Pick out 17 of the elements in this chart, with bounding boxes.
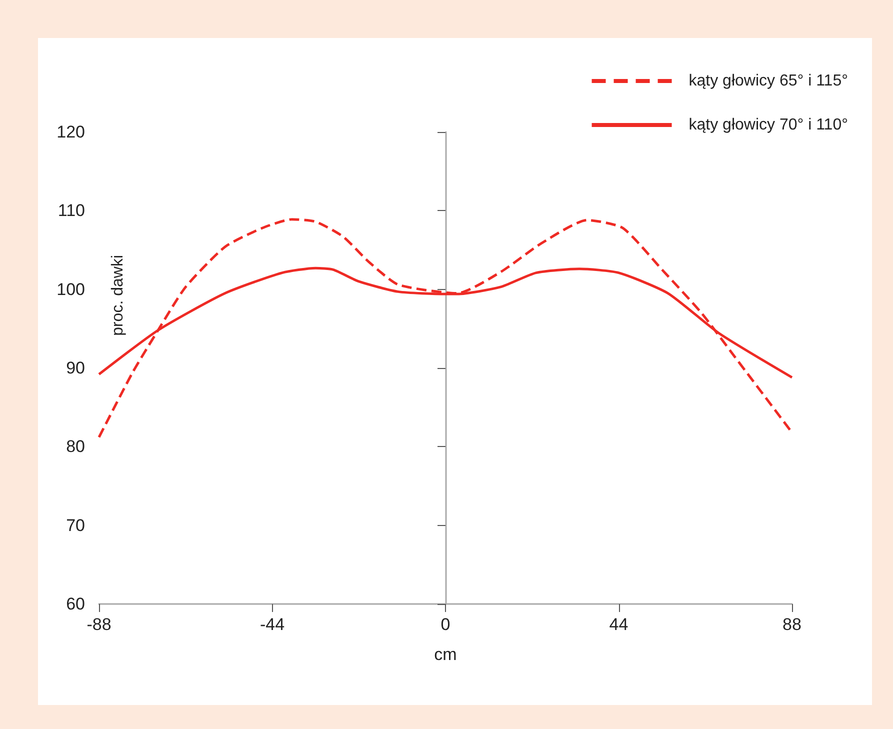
y-tick-label: 120 [56,122,85,142]
y-axis-title: proc. dawki [110,255,126,336]
x-tick-label: -44 [260,615,285,634]
y-tick-label: 100 [56,280,85,299]
legend-label: kąty głowicy 65° i 115° [688,72,848,90]
line-series [98,218,794,438]
x-axis-title: cm [434,645,457,664]
y-tick-label: 90 [66,358,85,378]
y-tick-label: 60 [66,594,85,614]
y-tick-label: 70 [66,516,85,535]
y-tick-label: 80 [66,437,85,456]
x-tick-label: -88 [86,615,112,634]
legend-label: kąty głowicy 70° i 110° [688,116,848,134]
y-tick-label: 110 [58,201,85,220]
x-tick-label: 0 [440,615,450,634]
x-tick-label: 88 [782,615,802,634]
x-tick-label: 44 [609,615,628,634]
